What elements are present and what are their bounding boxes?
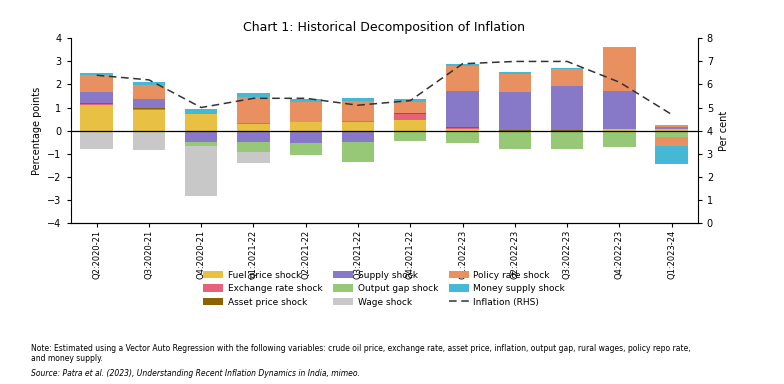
Bar	[499, 73, 531, 74]
Bar	[289, 143, 322, 155]
Bar	[342, 98, 374, 101]
Bar	[551, 86, 583, 130]
Bar	[185, 146, 217, 196]
Bar	[603, 129, 636, 131]
Title: Chart 1: Historical Decomposition of Inflation: Chart 1: Historical Decomposition of Inf…	[243, 22, 525, 35]
Bar	[81, 131, 113, 149]
Bar	[655, 137, 688, 146]
Bar	[132, 109, 165, 110]
Bar	[185, 114, 217, 131]
Bar	[499, 74, 531, 92]
Bar	[394, 114, 426, 120]
Bar	[551, 130, 583, 131]
Bar	[185, 109, 217, 114]
Bar	[551, 68, 583, 69]
Bar	[551, 131, 583, 149]
Bar	[132, 108, 165, 109]
Bar	[132, 99, 165, 108]
Y-axis label: Per cent: Per cent	[719, 111, 728, 151]
Bar	[446, 127, 479, 129]
Bar	[132, 85, 165, 99]
Bar	[342, 121, 374, 122]
Bar	[394, 120, 426, 131]
Bar	[238, 123, 270, 124]
Bar	[446, 91, 479, 127]
Bar	[499, 92, 531, 130]
Bar	[81, 105, 113, 131]
Bar	[655, 129, 688, 131]
Bar	[289, 122, 322, 131]
Bar	[446, 66, 479, 91]
Bar	[655, 146, 688, 164]
Text: Note: Estimated using a Vector Auto Regression with the following variables: cru: Note: Estimated using a Vector Auto Regr…	[31, 344, 691, 363]
Bar	[603, 131, 636, 147]
Bar	[238, 142, 270, 152]
Bar	[185, 142, 217, 146]
Y-axis label: Percentage points: Percentage points	[31, 86, 42, 175]
Legend: Fuel price shock, Exchange rate shock, Asset price shock, Supply shock, Output g: Fuel price shock, Exchange rate shock, A…	[200, 267, 568, 310]
Bar	[238, 152, 270, 163]
Bar	[238, 93, 270, 98]
Bar	[289, 102, 322, 122]
Bar	[238, 131, 270, 142]
Text: Source: Patra et al. (2023), Understanding Recent Inflation Dynamics in India, m: Source: Patra et al. (2023), Understandi…	[31, 369, 360, 377]
Bar	[394, 131, 426, 141]
Bar	[655, 127, 688, 129]
Bar	[289, 131, 322, 143]
Bar	[81, 73, 113, 76]
Bar	[603, 47, 636, 91]
Bar	[446, 131, 479, 143]
Bar	[132, 110, 165, 131]
Bar	[81, 103, 113, 104]
Bar	[499, 130, 531, 131]
Bar	[289, 99, 322, 102]
Bar	[238, 124, 270, 131]
Bar	[394, 99, 426, 102]
Bar	[81, 92, 113, 103]
Bar	[551, 69, 583, 86]
Bar	[238, 98, 270, 123]
Bar	[132, 83, 165, 85]
Bar	[342, 122, 374, 131]
Bar	[81, 76, 113, 92]
Bar	[603, 91, 636, 129]
Bar	[446, 129, 479, 131]
Bar	[342, 101, 374, 121]
Bar	[132, 131, 165, 150]
Bar	[394, 102, 426, 113]
Bar	[394, 113, 426, 114]
Bar	[185, 131, 217, 142]
Bar	[499, 131, 531, 149]
Bar	[342, 142, 374, 162]
Bar	[655, 131, 688, 137]
Bar	[446, 64, 479, 66]
Bar	[342, 131, 374, 142]
Bar	[655, 125, 688, 127]
Bar	[81, 104, 113, 105]
